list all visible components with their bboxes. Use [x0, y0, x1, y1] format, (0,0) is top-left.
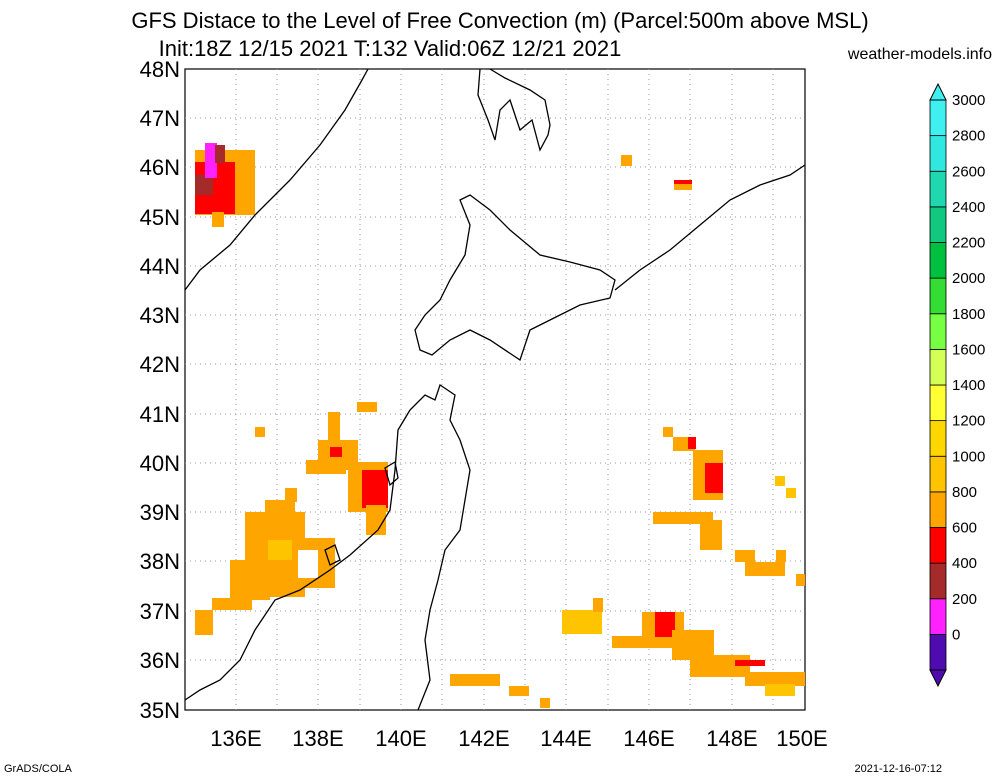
colorbar-label: 400 [952, 555, 977, 572]
lon-label: 150E [776, 726, 827, 751]
lat-label: 36N [140, 648, 180, 673]
colorbar-segment [929, 313, 947, 350]
lon-tick-labels: 136E 138E 140E 142E 144E 146E 148E 150E [210, 726, 827, 751]
lat-tick-labels: 48N 47N 46N 45N 44N 43N 42N 41N 40N 39N … [140, 57, 180, 723]
lat-label: 35N [140, 698, 180, 723]
lat-label: 39N [140, 500, 180, 525]
lat-label: 38N [140, 549, 180, 574]
colorbar-label: 3000 [952, 92, 985, 109]
colorbar-segment [929, 384, 947, 422]
colorbar-segment [929, 420, 947, 457]
colorbar-label: 1200 [952, 413, 985, 430]
colorbar-label: 1400 [952, 377, 985, 394]
lat-label: 44N [140, 254, 180, 279]
colorbar-segment [929, 491, 947, 528]
colorbar-label: 2000 [952, 270, 985, 287]
map-title-line2: Init:18Z 12/15 2021 T:132 Valid:06Z 12/2… [158, 36, 622, 61]
lon-label: 148E [706, 726, 757, 751]
colorbar-max-arrow [929, 82, 947, 101]
colorbar-label: 2600 [952, 163, 985, 180]
colorbar-segment [929, 277, 947, 315]
colorbar: 3000280026002400220020001800160014001200… [929, 82, 985, 688]
lon-label: 146E [623, 726, 674, 751]
colorbar-segment [929, 348, 947, 386]
colorbar-segment [929, 633, 947, 671]
lat-label: 46N [140, 155, 180, 180]
colorbar-segment [929, 562, 947, 600]
colorbar-segment [929, 455, 947, 493]
colorbar-label: 2200 [952, 235, 985, 252]
colorbar-label: 600 [952, 520, 977, 537]
lfc-shading [195, 143, 805, 708]
colorbar-label: 2400 [952, 199, 985, 216]
lat-label: 43N [140, 303, 180, 328]
map-frame [184, 68, 806, 711]
colorbar-segment [929, 527, 947, 564]
colorbar-segment [929, 99, 947, 137]
lon-label: 142E [458, 726, 509, 751]
colorbar-min-arrow [929, 669, 947, 688]
lat-label: 37N [140, 599, 180, 624]
colorbar-segment [929, 598, 947, 635]
colorbar-label: 1000 [952, 448, 985, 465]
map-grid [185, 69, 805, 710]
lat-label: 45N [140, 205, 180, 230]
footer-timestamp: 2021-12-16-07:12 [854, 763, 942, 775]
lon-label: 140E [375, 726, 426, 751]
lon-label: 144E [540, 726, 591, 751]
lat-label: 42N [140, 352, 180, 377]
colorbar-label: 200 [952, 591, 977, 608]
map-title-line1: GFS Distace to the Level of Free Convect… [131, 8, 869, 33]
colorbar-segment [929, 242, 947, 279]
colorbar-segment [929, 135, 947, 172]
lat-label: 40N [140, 451, 180, 476]
coastlines [184, 68, 806, 711]
lat-label: 41N [140, 402, 180, 427]
footer-software-label: GrADS/COLA [4, 763, 72, 775]
lat-label: 48N [140, 57, 180, 82]
colorbar-segment [929, 170, 947, 208]
source-site-label: weather-models.info [847, 46, 992, 63]
lat-label: 47N [140, 106, 180, 131]
lon-label: 138E [292, 726, 343, 751]
lon-label: 136E [210, 726, 261, 751]
colorbar-label: 1800 [952, 306, 985, 323]
colorbar-segment [929, 206, 947, 243]
colorbar-label: 2800 [952, 128, 985, 145]
colorbar-label: 800 [952, 484, 977, 501]
colorbar-label: 1600 [952, 341, 985, 358]
colorbar-label: 0 [952, 626, 960, 643]
